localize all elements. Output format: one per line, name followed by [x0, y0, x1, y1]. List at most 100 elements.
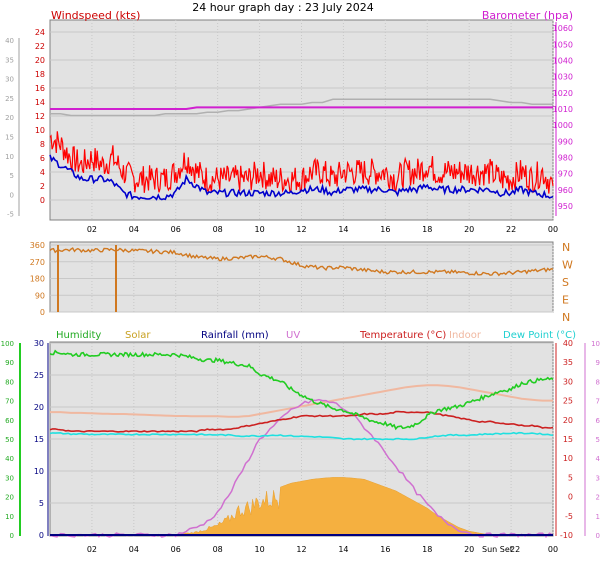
barometer-tick-label: 1000: [553, 121, 573, 130]
windspeed-tick-label: 6: [40, 154, 45, 163]
windspeed-tick-label: 0: [40, 196, 45, 205]
humidity-tick-label: 100: [1, 340, 14, 348]
wind-average-line: [49, 154, 554, 201]
barometer-tick-label: 1050: [553, 40, 573, 49]
x-tick-label: 14: [338, 545, 348, 554]
temperature-tick-label: 35: [563, 358, 573, 367]
humidity-tick-label: 80: [5, 378, 14, 386]
outer-tick-label: -5: [7, 211, 14, 219]
temperature-tick-label: 25: [563, 397, 573, 406]
x-tick-label: 18: [422, 225, 432, 234]
outer-tick-label: 15: [5, 134, 14, 142]
indoor-temperature-line: [50, 384, 553, 418]
x-tick-label: 02: [87, 545, 97, 554]
windspeed-tick-label: 14: [35, 98, 45, 107]
temperature-tick-label: -10: [560, 531, 573, 540]
x-tick-label: 20: [464, 545, 474, 554]
rainfall-tick-label: 20: [34, 403, 44, 412]
compass-label: N: [562, 241, 570, 254]
barometer-tick-label: 990: [558, 137, 573, 146]
humidity-tick-label: 90: [5, 359, 14, 367]
windspeed-tick-label: 8: [40, 140, 45, 149]
barometer-tick-label: 1060: [553, 24, 573, 33]
x-tick-label: 14: [338, 225, 348, 234]
barometer-tick-label: 970: [558, 170, 573, 179]
wind-direction-plot-area: [49, 241, 554, 313]
x-tick-label: 12: [296, 225, 306, 234]
direction-tick-label: 270: [30, 258, 45, 267]
legend-item: Solar: [125, 330, 151, 341]
outer-tick-label: 40: [5, 37, 14, 45]
humidity-tick-label: 0: [10, 532, 14, 540]
uv-tick-label: 6: [596, 417, 601, 425]
x-tick-label: 16: [380, 225, 390, 234]
graph-title: 24 hour graph day : 23 July 2024: [192, 1, 374, 14]
barometer-tick-label: 950: [558, 202, 573, 211]
uv-tick-label: 10: [591, 340, 600, 348]
legend-item: Humidity: [56, 330, 101, 341]
uv-tick-label: 2: [596, 494, 600, 502]
legend-item: Dew Point (°C): [503, 330, 576, 341]
temperature-tick-label: 0: [568, 493, 573, 502]
temperature-tick-label: -5: [565, 512, 573, 521]
outer-tick-label: 0: [10, 191, 14, 199]
legend-item: UV: [286, 330, 300, 341]
uv-tick-label: 7: [596, 398, 600, 406]
windspeed-tick-label: 10: [35, 126, 45, 135]
uv-tick-label: 0: [596, 532, 600, 540]
direction-tick-label: 180: [30, 275, 45, 284]
windspeed-tick-label: 22: [35, 42, 45, 51]
x-tick-label: 06: [171, 545, 181, 554]
windspeed-axis-label: Windspeed (kts): [51, 9, 140, 22]
barometer-tick-label: 1040: [553, 57, 573, 66]
humidity-tick-label: 30: [5, 474, 14, 482]
x-tick-label: 10: [254, 545, 264, 554]
temperature-line: [49, 410, 554, 433]
compass-label: W: [562, 259, 573, 272]
windspeed-tick-label: 2: [40, 182, 45, 191]
sunset-label: Sun Set: [482, 545, 513, 554]
dew-point-line: [49, 431, 554, 441]
temperature-tick-label: 15: [563, 435, 573, 444]
windspeed-tick-label: 16: [35, 84, 45, 93]
legend-item: Rainfall (mm): [201, 330, 269, 341]
x-tick-label: 22: [506, 225, 516, 234]
uv-tick-label: 9: [596, 359, 600, 367]
x-tick-label: 06: [171, 225, 181, 234]
x-tick-label: 08: [213, 545, 223, 554]
rainfall-tick-label: 25: [34, 371, 44, 380]
outer-tick-label: 25: [5, 95, 14, 103]
x-tick-label: 04: [129, 225, 139, 234]
barometer-tick-label: 1030: [553, 73, 573, 82]
outer-tick-label: 5: [10, 172, 14, 180]
barometer-tick-label: 980: [558, 153, 573, 162]
direction-tick-label: 90: [35, 291, 45, 300]
rainfall-tick-label: 15: [34, 435, 44, 444]
humidity-tick-label: 40: [5, 455, 14, 463]
windspeed-tick-label: 20: [35, 56, 45, 65]
uv-tick-label: 3: [596, 474, 600, 482]
humidity-tick-label: 60: [5, 417, 14, 425]
temperature-tick-label: 5: [568, 473, 573, 482]
humidity-tick-label: 50: [5, 436, 14, 444]
x-tick-label: 00: [548, 545, 558, 554]
x-tick-label: 10: [254, 225, 264, 234]
temperature-tick-label: 10: [563, 454, 573, 463]
humidity-tick-label: 20: [5, 494, 14, 502]
barometer-axis-label: Barometer (hpa): [482, 9, 573, 22]
barometer-tick-label: 1010: [553, 105, 573, 114]
temperature-tick-label: 20: [563, 416, 573, 425]
x-tick-label: 04: [129, 545, 139, 554]
rainfall-tick-label: 5: [39, 499, 44, 508]
windspeed-tick-label: 24: [35, 28, 45, 37]
barometer-tick-label: 960: [558, 186, 573, 195]
humidity-tick-label: 70: [5, 398, 14, 406]
direction-tick-label: 0: [40, 308, 45, 317]
humidity-tick-label: 10: [5, 513, 14, 521]
legend-item: Indoor: [449, 330, 482, 341]
windspeed-tick-label: 18: [35, 70, 45, 79]
temperature-tick-label: 40: [563, 339, 573, 348]
x-tick-label: 20: [464, 225, 474, 234]
compass-label: E: [562, 294, 569, 307]
